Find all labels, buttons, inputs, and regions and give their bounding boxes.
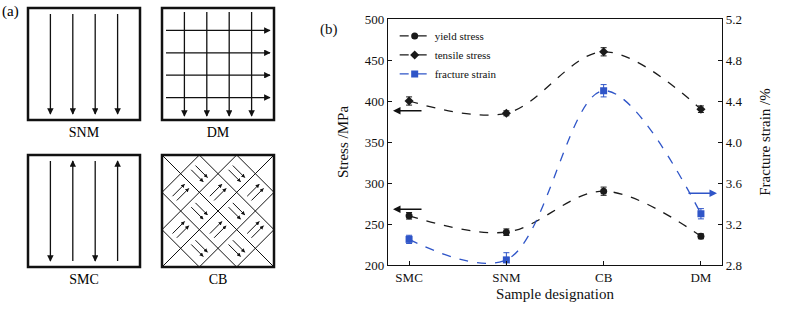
svg-text:5.2: 5.2 (726, 12, 742, 27)
svg-text:(b): (b) (320, 21, 338, 38)
svg-text:4.0: 4.0 (726, 135, 742, 150)
svg-text:Fracture strain /%: Fracture strain /% (757, 88, 773, 195)
svg-text:SMC: SMC (395, 270, 422, 285)
svg-text:CB: CB (209, 272, 228, 287)
svg-text:4.4: 4.4 (726, 94, 743, 109)
svg-text:SNM: SNM (69, 125, 100, 140)
svg-text:SNM: SNM (492, 270, 521, 285)
svg-text:500: 500 (365, 12, 385, 27)
svg-text:CB: CB (595, 270, 613, 285)
svg-text:200: 200 (365, 258, 385, 273)
svg-text:3.2: 3.2 (726, 217, 742, 232)
svg-text:Sample designation: Sample designation (496, 286, 614, 302)
svg-text:SMC: SMC (69, 272, 99, 287)
svg-text:250: 250 (365, 217, 385, 232)
svg-text:450: 450 (365, 53, 385, 68)
svg-text:350: 350 (365, 135, 385, 150)
svg-text:DM: DM (690, 270, 711, 285)
svg-text:(a): (a) (2, 3, 19, 20)
svg-text:3.6: 3.6 (726, 176, 743, 191)
svg-text:tensile stress: tensile stress (435, 49, 491, 61)
svg-text:yield stress: yield stress (435, 30, 484, 42)
svg-text:2.8: 2.8 (726, 258, 742, 273)
svg-text:fracture strain: fracture strain (435, 68, 497, 80)
svg-text:DM: DM (207, 125, 230, 140)
svg-text:400: 400 (365, 94, 385, 109)
svg-text:Stress /MPa: Stress /MPa (335, 106, 351, 178)
svg-text:300: 300 (365, 176, 385, 191)
svg-text:4.8: 4.8 (726, 53, 742, 68)
